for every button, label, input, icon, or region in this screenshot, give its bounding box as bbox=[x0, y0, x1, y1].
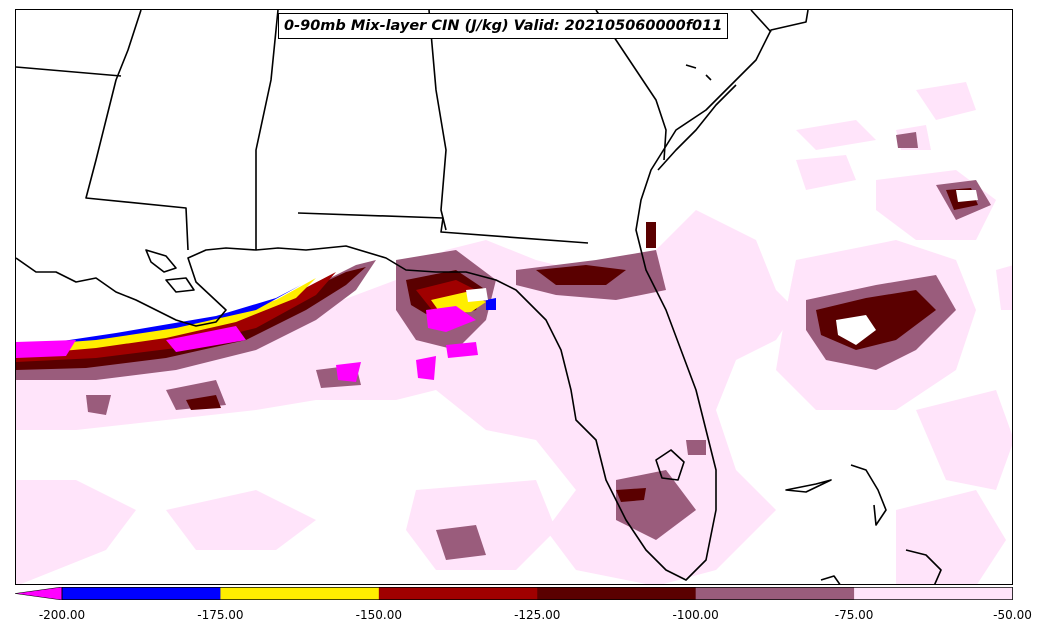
colorbar-tick-label: -100.00 bbox=[672, 608, 719, 622]
cin-field-blue bbox=[16, 285, 496, 348]
colorbar-segment bbox=[695, 587, 855, 600]
colorbar-tick-label: -175.00 bbox=[197, 608, 244, 622]
cin-map bbox=[16, 10, 1012, 584]
colorbar-segment bbox=[378, 587, 538, 600]
colorbar-segment bbox=[537, 587, 697, 600]
map-title: 0-90mb Mix-layer CIN (J/kg) Valid: 20210… bbox=[278, 13, 729, 39]
cin-field-magenta bbox=[16, 306, 478, 382]
map-panel bbox=[15, 9, 1013, 585]
colorbar-tick-label: -150.00 bbox=[355, 608, 402, 622]
cin-field-holes bbox=[466, 190, 978, 345]
colorbar bbox=[15, 587, 1013, 600]
colorbar-segment bbox=[220, 587, 380, 600]
colorbar-tick-label: -125.00 bbox=[514, 608, 561, 622]
colorbar-tick-label: -75.00 bbox=[834, 608, 874, 622]
colorbar-segment bbox=[854, 587, 1013, 600]
colorbar-outline bbox=[61, 587, 1013, 600]
colorbar-segments bbox=[62, 587, 1013, 600]
coastlines-and-borders bbox=[16, 10, 942, 584]
colorbar-segment bbox=[62, 587, 221, 600]
colorbar-tick-label: -50.00 bbox=[993, 608, 1032, 622]
colorbar-extend-arrow bbox=[15, 587, 63, 600]
colorbar-tick-label: -200.00 bbox=[38, 608, 86, 622]
